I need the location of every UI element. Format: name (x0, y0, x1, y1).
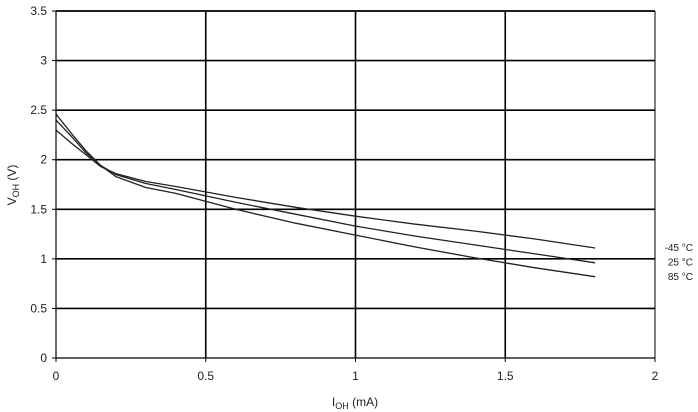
series-line-1 (55, 129, 596, 249)
series-line-3 (55, 113, 596, 278)
legend-label-3: 85 °C (668, 272, 693, 283)
legend: -45 °C 25 °C 85 °C (665, 243, 693, 283)
legend-label-2: 25 °C (668, 258, 693, 269)
y-tick-label: 0 (40, 351, 47, 365)
x-tick-label: 0 (53, 369, 60, 383)
axes (52, 10, 656, 362)
y-tick-label: 0.5 (30, 301, 47, 315)
x-axis-label: IOH (mA) (332, 395, 378, 411)
grid (56, 10, 655, 358)
y-tick-label: 1 (40, 252, 47, 266)
y-tick-label: 2.5 (30, 103, 47, 117)
series-line-2 (55, 119, 596, 264)
y-axis-label: VOH (V) (5, 165, 21, 206)
legend-label-1: -45 °C (665, 243, 693, 254)
y-tick-label: 1.5 (30, 202, 47, 216)
x-tick-label: 1 (352, 369, 359, 383)
x-tick-label: 2 (652, 369, 659, 383)
y-tick-label: 2 (40, 153, 47, 167)
series-lines (55, 113, 596, 278)
tick-labels: 0 0.5 1 1.5 2 2.5 3 3.5 0 0.5 1 1.5 2 (30, 4, 658, 383)
x-tick-label: 0.5 (197, 369, 214, 383)
x-tick-label: 1.5 (497, 369, 514, 383)
y-tick-label: 3 (40, 54, 47, 68)
y-tick-label: 3.5 (30, 4, 47, 18)
